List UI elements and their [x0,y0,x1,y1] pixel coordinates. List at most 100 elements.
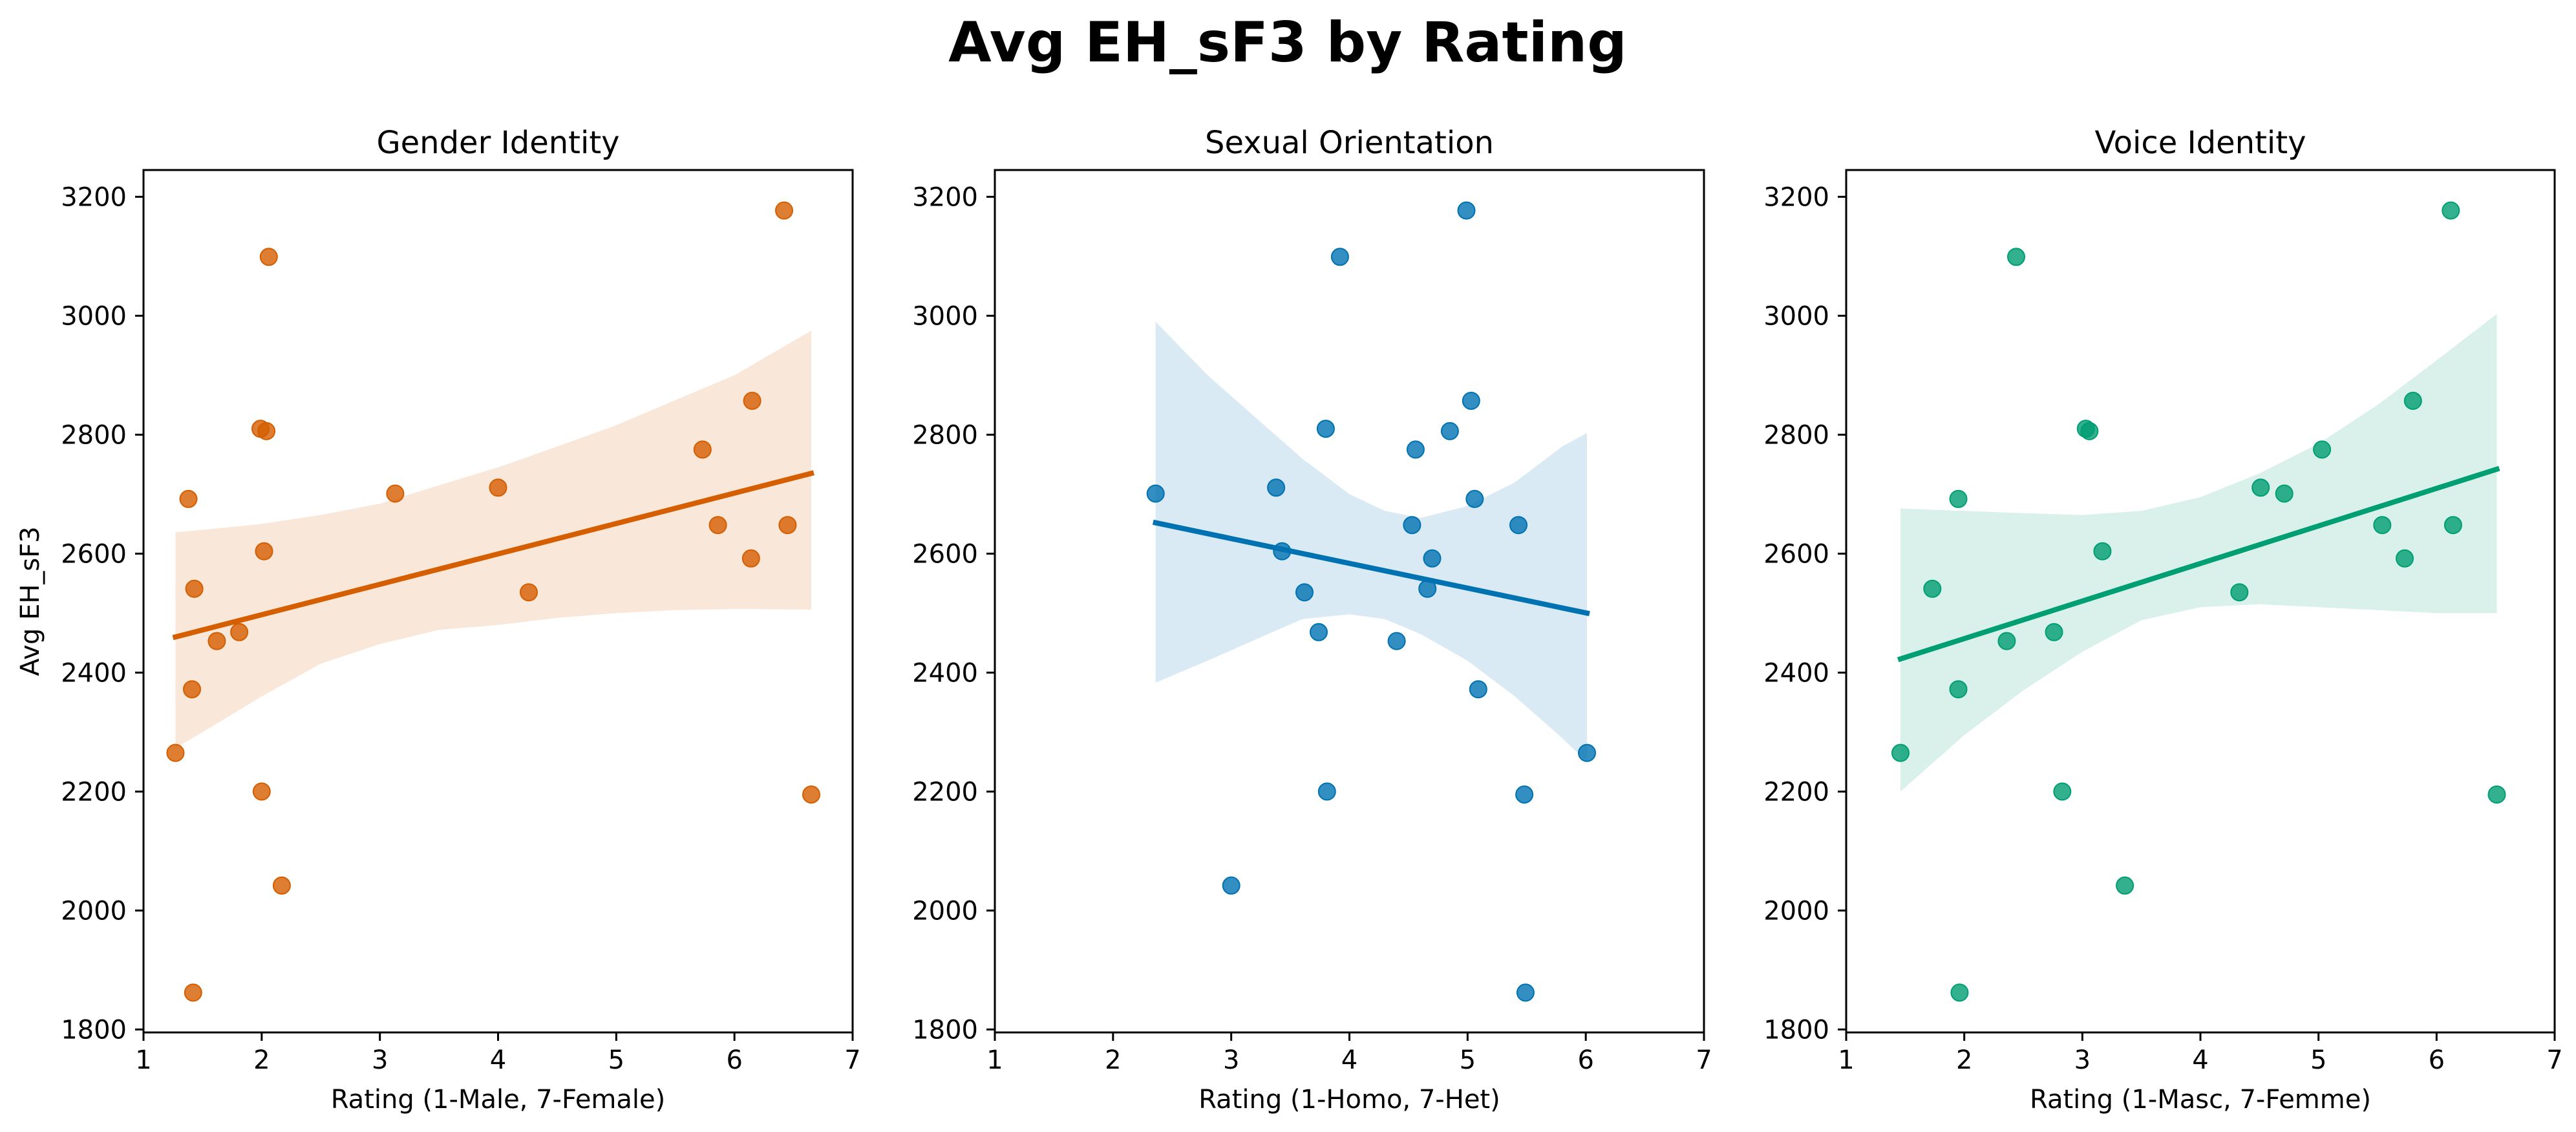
x-tick-label: 3 [1223,1045,1239,1075]
data-point [489,478,507,497]
x-tick-label: 1 [135,1045,151,1075]
data-point [1465,489,1484,508]
data-point [1387,632,1406,650]
x-axis-label: Rating (1-Homo, 7-Het) [1198,1085,1500,1115]
data-point [1222,876,1240,895]
data-point [1469,680,1487,699]
y-tick-label: 2600 [61,539,127,569]
data-point [183,680,201,699]
y-tick-label: 2800 [61,420,127,450]
y-axis-label: Avg EH_sF3 [16,526,45,676]
y-tick-label: 2800 [912,420,978,450]
confidence-band [175,330,811,749]
data-point [1578,743,1596,762]
regression-line [172,470,814,641]
subplot-title: Voice Identity [2095,125,2306,161]
y-tick-label: 2000 [1763,896,1829,926]
data-point [802,785,820,804]
y-tick-label: 3200 [912,182,978,212]
data-point [2116,876,2134,895]
y-tick-label: 2200 [1763,777,1829,807]
subplot-grid: 1 2 3 4 5 6 7 1800 2000 2200 2400 2600 2800 3000 3200 G… [16,125,2563,1115]
y-tick-label: 3000 [61,301,127,331]
data-point [2045,623,2063,641]
confidence-band [1900,314,2497,792]
x-tick-label: 2 [1956,1045,1972,1075]
data-point [1923,579,1942,598]
data-point [1950,983,1969,1002]
data-point [1295,583,1314,602]
x-tick-label: 4 [490,1045,506,1075]
data-point [1403,516,1421,535]
data-point [778,516,797,535]
data-point [2093,542,2112,561]
y-tick-label: 1800 [912,1015,978,1045]
subplot-2: 1 2 3 4 5 6 7 1800 2000 2200 2400 2600 2800 3000 3200 S… [912,125,1712,1115]
data-point [1423,549,1442,568]
data-point [1310,623,1328,641]
data-point [2442,201,2460,220]
data-point [2403,392,2422,410]
data-point [743,392,761,410]
x-tick-label: 7 [2546,1045,2562,1075]
x-axis-label: Rating (1-Male, 7-Female) [331,1085,665,1115]
data-point [2053,782,2072,801]
x-tick-label: 4 [2192,1045,2208,1075]
regression-line [1897,465,2500,663]
x-tick-label: 7 [844,1045,860,1075]
y-tick-label: 3200 [1763,182,1829,212]
regression-line [1152,519,1590,617]
x-tick-label: 2 [1105,1045,1121,1075]
y-tick-label: 2200 [912,777,978,807]
x-tick-label: 6 [1577,1045,1593,1075]
data-point [1406,440,1425,459]
data-point [1949,680,1968,699]
data-point [1997,632,2016,650]
y-tick-label: 2400 [1763,658,1829,688]
data-point [693,440,712,459]
data-point [255,542,273,561]
data-point [2007,248,2025,266]
x-tick-label: 5 [608,1045,624,1075]
data-point [272,876,291,895]
y-tick-label: 1800 [61,1015,127,1045]
subplot-title: Gender Identity [376,125,619,161]
data-point [1146,484,1165,503]
x-tick-label: 5 [2310,1045,2326,1075]
data-point [230,623,249,641]
data-point [520,583,538,602]
data-point [2275,484,2294,503]
x-tick-label: 1 [1838,1045,1854,1075]
y-tick-label: 1800 [1763,1015,1829,1045]
x-tick-label: 1 [986,1045,1003,1075]
y-tick-label: 2000 [912,896,978,926]
data-point [1330,248,1349,266]
subplot-title: Sexual Orientation [1205,125,1494,161]
y-tick-label: 2400 [61,658,127,688]
data-point [2080,422,2099,440]
data-point [2373,516,2392,535]
y-tick-label: 3000 [912,301,978,331]
data-point [1316,420,1335,438]
data-point [185,579,204,598]
x-tick-label: 2 [253,1045,270,1075]
data-point [184,983,202,1002]
x-tick-label: 4 [1341,1045,1357,1075]
y-tick-label: 3000 [1763,301,1829,331]
y-tick-label: 2800 [1763,420,1829,450]
subplot-1: 1 2 3 4 5 6 7 1800 2000 2200 2400 2600 2800 3000 3200 G… [16,125,861,1115]
data-point [775,201,793,220]
data-point [179,489,198,508]
x-tick-label: 7 [1696,1045,1712,1075]
data-point [1949,489,1968,508]
data-point [2396,549,2414,568]
data-point [1891,743,1910,762]
data-point [1317,782,1336,801]
data-point [1440,422,1459,440]
data-point [2230,583,2249,602]
data-point [1509,516,1528,535]
x-axis-label: Rating (1-Masc, 7-Femme) [2030,1085,2371,1115]
data-point [259,248,278,266]
